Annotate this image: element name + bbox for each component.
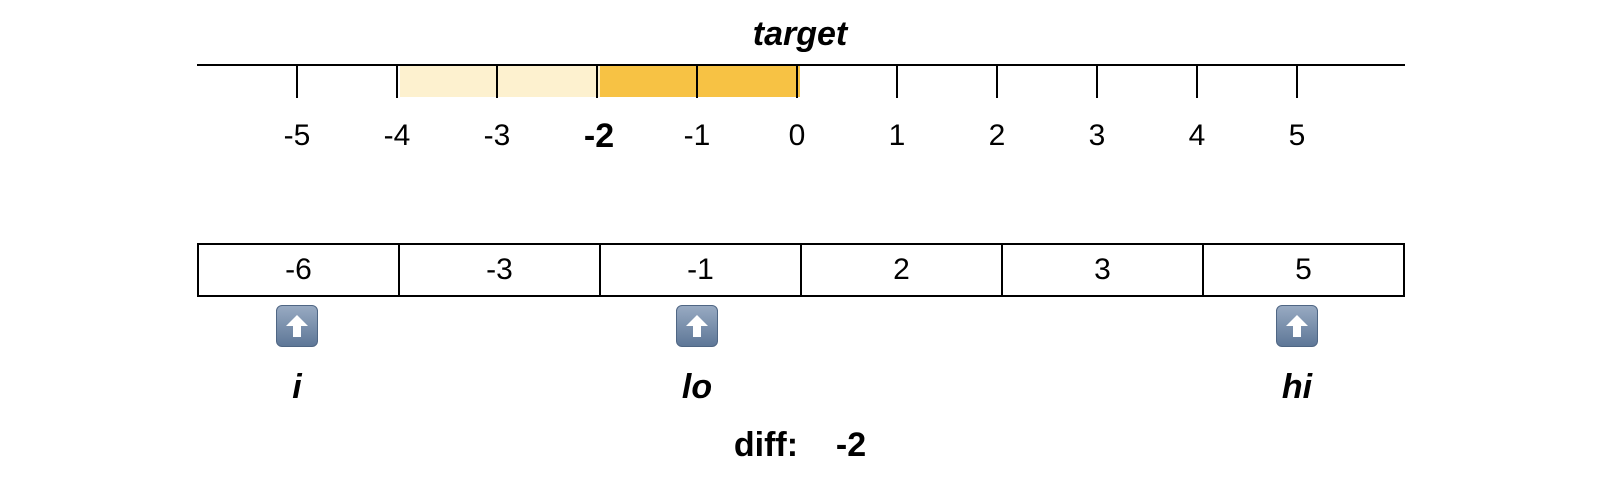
diff-value: -2 — [835, 426, 867, 464]
tick-label: -3 — [483, 119, 511, 152]
target-label: target — [752, 15, 848, 53]
array-cell: 2 — [800, 245, 1001, 295]
tick-label: 0 — [788, 119, 806, 152]
tick-mark — [896, 65, 898, 98]
array-cell: -3 — [398, 245, 599, 295]
pointer-i: i — [247, 305, 347, 407]
array-cell: -6 — [285, 253, 312, 286]
strong-highlight-range — [600, 65, 800, 97]
up-arrow-icon — [676, 305, 718, 347]
number-line-axis — [197, 64, 1405, 66]
diff-display: diff: -2 — [600, 425, 1000, 465]
tick-mark — [1196, 65, 1198, 98]
tick-mark — [596, 65, 598, 98]
pointer-label-lo: lo — [681, 368, 713, 406]
tick-label: 3 — [1088, 119, 1106, 152]
pointer-label-hi: hi — [1281, 368, 1313, 406]
pointer-hi: hi — [1247, 305, 1347, 407]
up-arrow-icon — [1276, 305, 1318, 347]
tick-mark — [1296, 65, 1298, 98]
tick-label: 2 — [988, 119, 1006, 152]
tick-label-highlighted: -2 — [583, 117, 615, 155]
tick-mark — [996, 65, 998, 98]
tick-mark — [496, 65, 498, 98]
pointer-lo: lo — [647, 305, 747, 407]
tick-label: -5 — [283, 119, 311, 152]
tick-label: -1 — [683, 119, 711, 152]
array-cell: 3 — [1001, 245, 1202, 295]
tick-label: 4 — [1188, 119, 1206, 152]
tick-mark — [296, 65, 298, 98]
tick-mark — [396, 65, 398, 98]
tick-mark — [1096, 65, 1098, 98]
tick-mark — [696, 65, 698, 98]
tick-label: 1 — [888, 119, 906, 152]
diff-label: diff: — [733, 426, 799, 464]
array-cell: -1 — [599, 245, 800, 295]
tick-label: 5 — [1288, 119, 1306, 152]
tick-mark — [796, 65, 798, 98]
tick-label: -4 — [383, 119, 411, 152]
array-cell: 5 — [1202, 245, 1403, 295]
light-highlight-range — [400, 65, 600, 97]
pointer-label-i: i — [292, 368, 302, 406]
up-arrow-icon — [276, 305, 318, 347]
array-row: -6 -3 -1 2 3 5 — [197, 243, 1405, 297]
